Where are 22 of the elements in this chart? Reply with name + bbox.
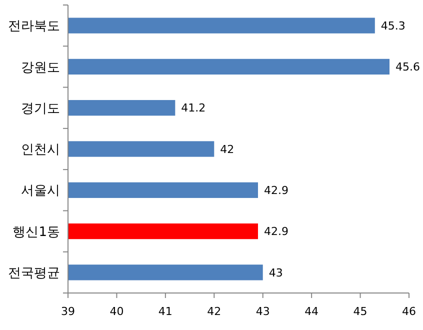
y-tick-label: 강원도 [21, 60, 60, 76]
x-tick-label: 45 [353, 305, 368, 318]
data-label: 45.6 [396, 60, 420, 74]
y-tick-label: 서울시 [21, 184, 60, 199]
x-tick-label: 46 [402, 305, 416, 318]
y-tick-label: 행신1동 [12, 224, 60, 240]
data-label: 41.2 [181, 102, 206, 115]
data-label: 42 [220, 142, 234, 156]
y-tick-label: 전국평균 [8, 266, 60, 281]
y-tick-label: 경기도 [21, 101, 60, 116]
data-label: 42.9 [264, 184, 288, 197]
data-label: 43 [268, 266, 283, 280]
x-tick-label: 39 [61, 305, 75, 318]
y-tick-label: 인천시 [21, 142, 60, 158]
x-tick-label: 40 [110, 305, 124, 318]
x-tick-label: 42 [207, 305, 222, 318]
x-tick-label: 44 [304, 305, 319, 318]
y-tick-label: 전라북도 [8, 19, 60, 34]
x-tick-label: 41 [158, 305, 172, 318]
data-label: 45.3 [380, 19, 406, 32]
x-tick-label: 43 [256, 305, 270, 318]
data-label: 42.9 [264, 225, 288, 238]
